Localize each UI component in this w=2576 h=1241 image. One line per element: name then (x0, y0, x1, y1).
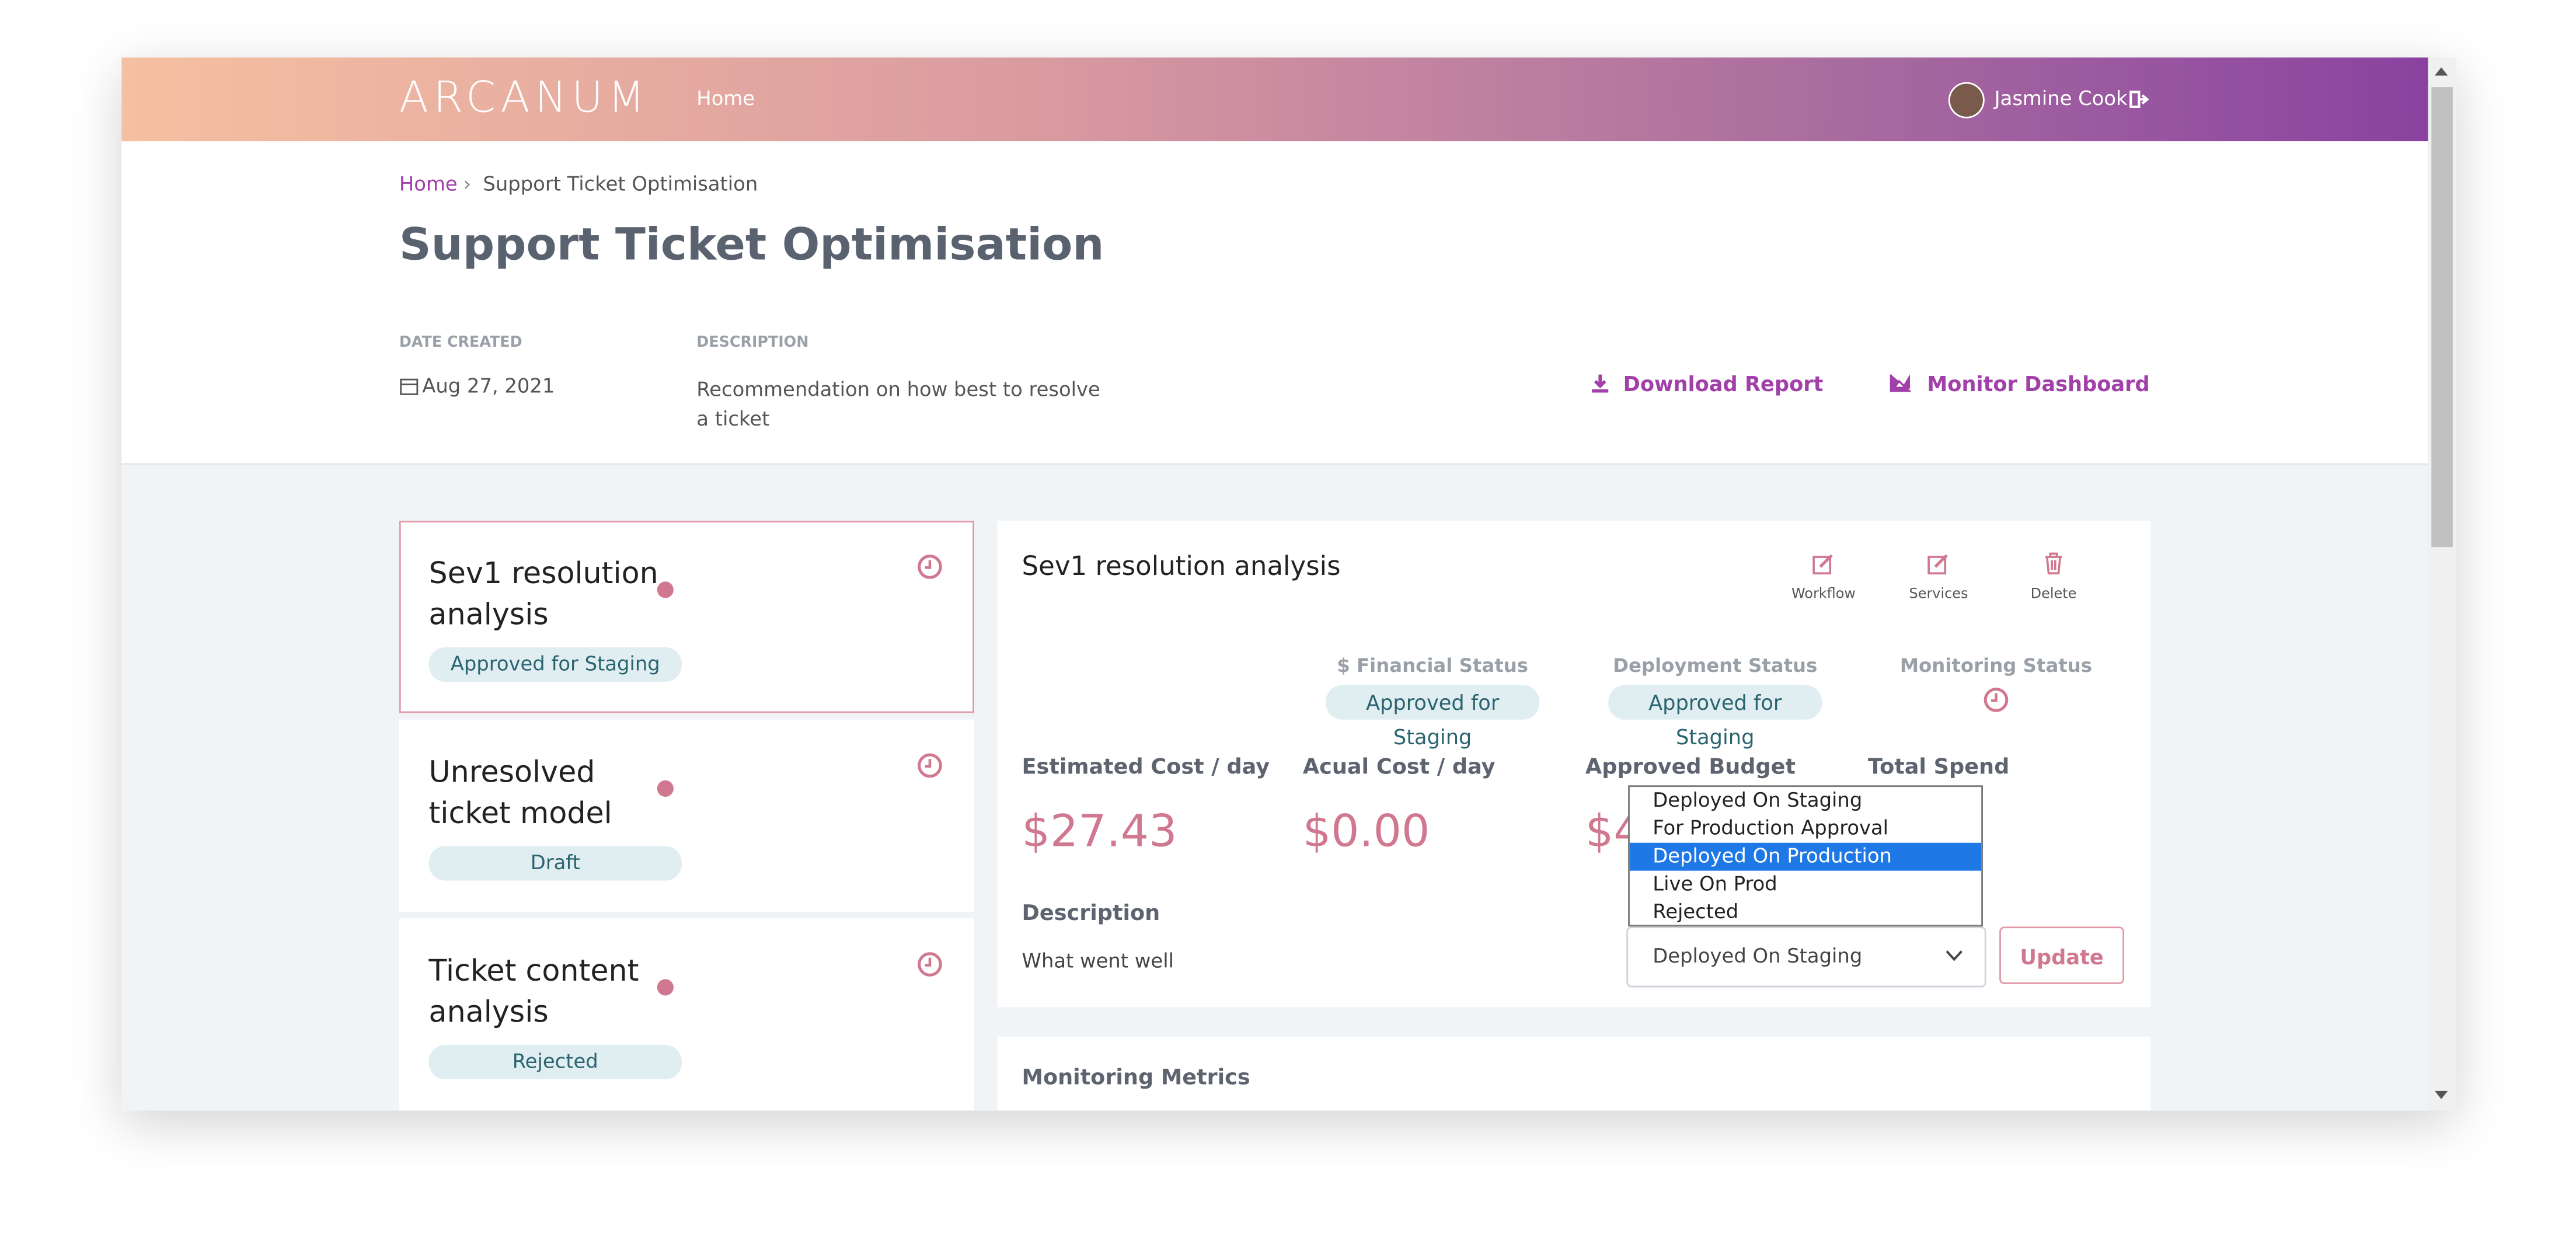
description: Recommendation on how best to resolve a … (696, 378, 1100, 431)
metric-value: $0.00 (1302, 806, 1430, 858)
model-status: Draft (428, 846, 682, 881)
status-value: Approved for Staging (1608, 685, 1822, 749)
metric-value: $27.43 (1022, 806, 1177, 858)
tool-icon[interactable] (1927, 550, 1950, 575)
status-label: Deployment Status (1613, 654, 1818, 677)
metric-label: Estimated Cost / day (1022, 755, 1270, 780)
select-value[interactable]: Deployed On Staging (1653, 944, 1863, 968)
navbar (121, 57, 2428, 142)
select-caret[interactable] (1945, 950, 1963, 963)
description-label: DESCRIPTION (696, 335, 809, 352)
metric-label: Total Spend (1867, 755, 2010, 780)
logout-icon[interactable] (2129, 90, 2149, 109)
calendar-icon (400, 378, 419, 395)
breadcrumb-sep: › (463, 172, 472, 196)
dropdown-option[interactable]: Rejected (1653, 900, 1739, 923)
date: Aug 27, 2021 (422, 374, 555, 398)
status-label: Monitoring Status (1899, 654, 2093, 677)
brand[interactable]: ARCANUM (399, 74, 650, 124)
download-report[interactable]: Download Report (1623, 371, 1824, 396)
top-section (121, 141, 2428, 465)
dropdown-option[interactable]: Live On Prod (1653, 872, 1777, 895)
dropdown-option[interactable]: For Production Approval (1653, 816, 1889, 840)
detail-description-label: Description (1022, 902, 1160, 927)
clock-icon (916, 752, 943, 779)
scrollbar[interactable] (2428, 57, 2456, 1111)
chart-icon[interactable] (1890, 373, 1912, 393)
model-status: Approved for Staging (428, 647, 682, 682)
info-icon (657, 979, 674, 996)
nav-link[interactable]: Home (696, 87, 755, 110)
model-name[interactable]: Sev1 resolution analysis (428, 557, 658, 633)
monitoring-title: Monitoring Metrics (1022, 1066, 1250, 1091)
tool-icon[interactable] (2042, 550, 2065, 575)
detail-title: Sev1 resolution analysis (1022, 550, 1341, 582)
tool-label[interactable]: Services (1909, 586, 1968, 603)
model-name[interactable]: Unresolved ticket model (428, 755, 612, 832)
status-select[interactable] (1626, 926, 1986, 988)
breadcrumb-current: Support Ticket Optimisation (483, 172, 758, 196)
tool-label[interactable]: Delete (2030, 586, 2077, 603)
status-value: Approved for Staging (1326, 685, 1540, 749)
download-icon[interactable] (1590, 373, 1610, 393)
scroll-up[interactable] (2434, 66, 2448, 76)
info-icon (657, 780, 674, 797)
clock-icon (916, 553, 943, 580)
monitoring-panel (997, 1036, 2151, 1111)
avatar[interactable] (1948, 82, 1985, 118)
status-clock (1983, 686, 2009, 713)
detail-description: What went well (1022, 949, 1174, 973)
metric-label: Acual Cost / day (1302, 755, 1496, 780)
breadcrumb-link[interactable]: Home (399, 172, 458, 196)
clock-icon (916, 951, 943, 978)
scroll-down[interactable] (2434, 1090, 2448, 1101)
dropdown-option[interactable]: Deployed On Production (1629, 842, 1982, 871)
dropdown-list: Deployed On Staging For Production Approv… (1628, 785, 1983, 927)
model-status: Rejected (428, 1044, 682, 1080)
date-label: DATE CREATED (399, 335, 522, 352)
tool-label[interactable]: Workflow (1791, 586, 1856, 603)
monitor-dashboard[interactable]: Monitor Dashboard (1927, 371, 2150, 396)
status-label: $ Financial Status (1337, 654, 1529, 677)
page-title: Support Ticket Optimisation (399, 220, 1104, 271)
dropdown-option[interactable]: Deployed On Staging (1653, 788, 1863, 812)
scroll-thumb[interactable] (2431, 87, 2453, 548)
user-name[interactable]: Jasmine Cook (1994, 87, 2128, 110)
update-button[interactable]: Update (1999, 926, 2125, 984)
metric-label: Approved Budget (1585, 755, 1796, 780)
info-icon (657, 581, 674, 598)
model-name[interactable]: Ticket content analysis (428, 954, 639, 1030)
tool-icon[interactable] (1812, 550, 1835, 575)
